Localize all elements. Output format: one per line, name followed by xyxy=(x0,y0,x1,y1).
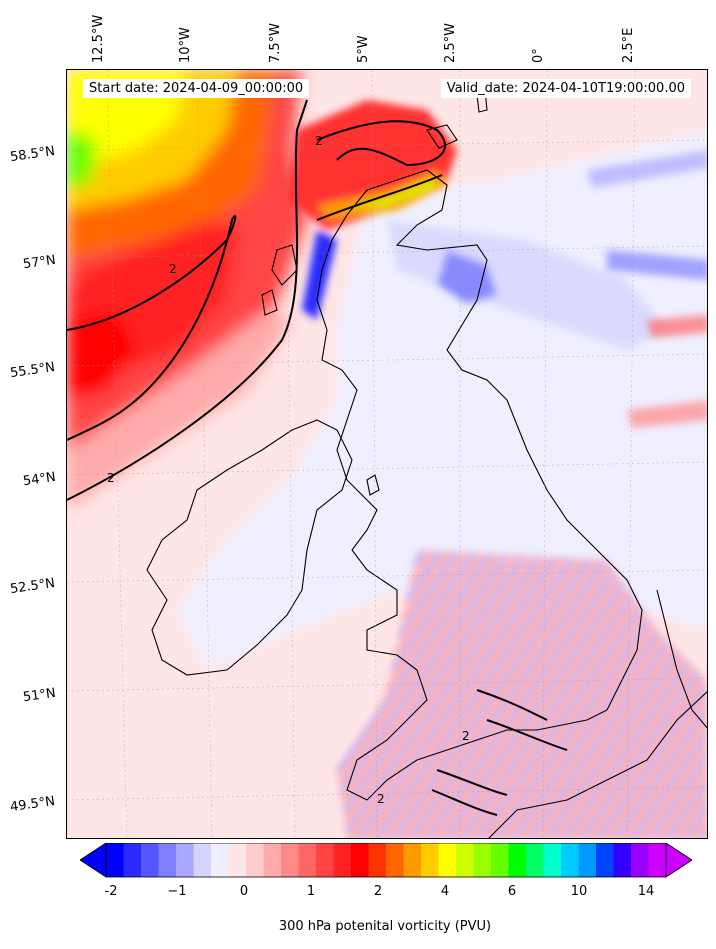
colorbar-cell xyxy=(631,843,649,877)
gravity-wave-pattern xyxy=(337,550,707,838)
colorbar-cell xyxy=(386,843,404,877)
cb-tick-0: 0 xyxy=(239,884,249,899)
graticule xyxy=(67,70,707,838)
colorbar-cell xyxy=(561,843,579,877)
colorbar-cell xyxy=(281,843,299,877)
cb-tick-10: 10 xyxy=(570,884,588,899)
hebrides-coast xyxy=(271,244,298,286)
low-pv-region xyxy=(177,130,707,670)
lon-label-5w: 5°W xyxy=(356,35,371,63)
low-countries-coast xyxy=(656,589,707,729)
colorbar-cell xyxy=(193,843,212,877)
colorbar xyxy=(80,843,692,878)
cb-tick-1: 1 xyxy=(306,884,316,899)
colorbar-cell xyxy=(596,843,614,877)
lat-label-49.5n: 49.5°N xyxy=(9,793,56,816)
lon-label-12.5w: 12.5°W xyxy=(91,14,106,63)
colorbar-cell xyxy=(473,843,492,877)
cb-tick-neg2: -2 xyxy=(104,884,118,899)
colorbar-cell xyxy=(123,843,142,877)
lon-label-2.5e: 2.5°E xyxy=(621,27,636,63)
colorbar-cell xyxy=(298,843,317,877)
colorbar-cell xyxy=(176,843,194,877)
colorbar-cell xyxy=(578,843,597,877)
contour-label-5: 2 xyxy=(377,792,385,806)
lat-label-52.5n: 52.5°N xyxy=(9,575,56,598)
contour-north-streak xyxy=(316,174,443,221)
contour-wave-1 xyxy=(476,689,548,721)
colorbar-cell xyxy=(246,843,264,877)
colorbar-cell xyxy=(543,843,562,877)
contour-wave-2 xyxy=(486,719,568,751)
colorbar-cells xyxy=(106,843,667,877)
lon-label-2.5w: 2.5°W xyxy=(443,22,458,63)
colorbar-cell xyxy=(438,843,457,877)
colorbar-cell xyxy=(316,843,334,877)
colorbar-cell xyxy=(211,843,229,877)
colorbar-cell xyxy=(421,843,439,877)
france-coast xyxy=(488,691,707,838)
contour-west-outer xyxy=(67,99,308,501)
colorbar-cell xyxy=(368,843,387,877)
colorbar-cell xyxy=(158,843,177,877)
start-date-label: Start date: 2024-04-09_00:00:00 xyxy=(83,79,310,98)
colorbar-cell xyxy=(263,843,282,877)
colorbar-left-arrow xyxy=(80,843,107,878)
colorbar-cell xyxy=(403,843,422,877)
colorbar-cell xyxy=(648,843,667,877)
colorbar-cell xyxy=(613,843,632,877)
lat-label-55.5n: 55.5°N xyxy=(9,359,56,382)
colorbar-cell xyxy=(351,843,369,877)
colorbar-cell xyxy=(491,843,509,877)
cb-tick-2: 2 xyxy=(373,884,383,899)
contour-wave-4 xyxy=(431,789,498,816)
contour-label-2: 2 xyxy=(107,471,115,485)
lon-label-7.5w: 7.5°W xyxy=(268,22,283,63)
colorbar-cell xyxy=(106,843,124,877)
pv-2-contours xyxy=(67,99,568,816)
lat-label-58.5n: 58.5°N xyxy=(9,143,56,166)
lat-label-51n: 51°N xyxy=(22,685,57,706)
isle-of-man-coast xyxy=(366,474,380,496)
valid-date-label: Valid_date: 2024-04-10T19:00:00.00 xyxy=(440,79,691,98)
cb-tick-4: 4 xyxy=(440,884,450,899)
contour-west-inner xyxy=(67,215,237,441)
eastern-wave-streaks xyxy=(587,150,707,428)
map-panel[interactable]: 2 2 2 2 2 Start date: 2024-04-09_00:00:0… xyxy=(66,69,708,839)
ireland-coast xyxy=(146,419,353,676)
colorbar-cell xyxy=(228,843,247,877)
colorbar-cell xyxy=(333,843,352,877)
colorbar-cell xyxy=(141,843,159,877)
colorbar-cell xyxy=(456,843,474,877)
colorbar-cell xyxy=(526,843,544,877)
lat-label-54n: 54°N xyxy=(22,469,57,490)
contour-label-1: 2 xyxy=(169,262,177,276)
contour-wave-3 xyxy=(436,769,508,796)
colorbar-label: 300 hPa potenital vorticity (PVU) xyxy=(278,919,492,934)
colorbar-frame xyxy=(105,843,667,878)
lon-label-10w: 10°W xyxy=(178,27,193,63)
cb-tick-6: 6 xyxy=(507,884,517,899)
cb-tick-14: 14 xyxy=(637,884,655,899)
lat-label-57n: 57°N xyxy=(22,252,57,273)
colorbar-right-arrow xyxy=(665,843,692,878)
contour-north xyxy=(316,120,447,167)
contour-label-4: 2 xyxy=(462,729,470,743)
cb-tick-neg1: −1 xyxy=(167,884,187,899)
lon-label-0: 0° xyxy=(531,48,546,63)
pv-field-map: 2 2 2 2 2 xyxy=(67,70,707,838)
colorbar-cell xyxy=(508,843,527,877)
coastlines xyxy=(146,89,707,838)
contour-label-3: 2 xyxy=(315,134,323,148)
great-britain-coast xyxy=(316,169,643,801)
